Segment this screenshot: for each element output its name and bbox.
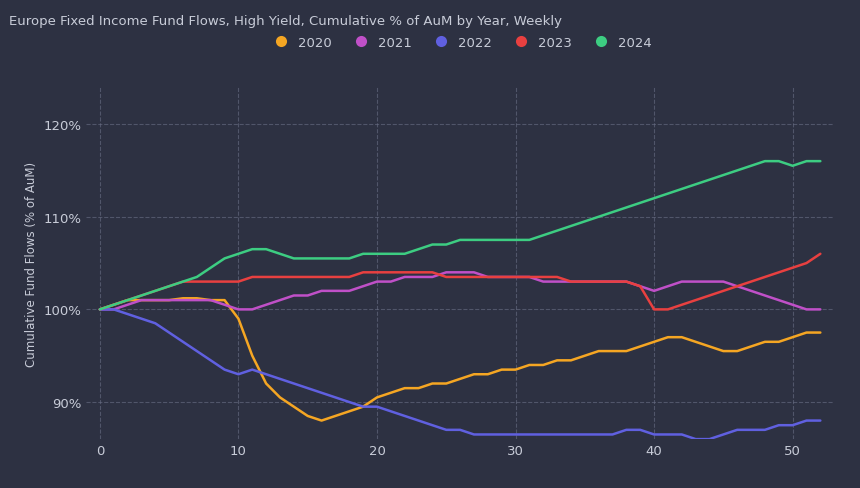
2023 bbox=[649, 307, 660, 313]
2022 bbox=[552, 432, 562, 438]
2023 bbox=[525, 274, 535, 280]
Legend: 2020, 2021, 2022, 2023, 2024: 2020, 2021, 2022, 2023, 2024 bbox=[262, 31, 658, 55]
2020 bbox=[677, 335, 687, 341]
2023 bbox=[289, 274, 299, 280]
2022 bbox=[289, 381, 299, 386]
2022 bbox=[649, 432, 660, 438]
2021 bbox=[95, 307, 105, 313]
2022 bbox=[510, 432, 520, 438]
2020 bbox=[593, 348, 604, 354]
Text: Europe Fixed Income Fund Flows, High Yield, Cumulative % of AuM by Year, Weekly: Europe Fixed Income Fund Flows, High Yie… bbox=[9, 15, 562, 28]
Line: 2024: 2024 bbox=[100, 162, 820, 310]
2024 bbox=[759, 159, 770, 165]
2021 bbox=[525, 274, 535, 280]
2024 bbox=[649, 196, 660, 202]
Line: 2020: 2020 bbox=[100, 299, 820, 421]
2022 bbox=[691, 436, 701, 442]
2023 bbox=[732, 284, 742, 289]
2024 bbox=[95, 307, 105, 313]
2024 bbox=[732, 168, 742, 174]
Line: 2022: 2022 bbox=[100, 310, 820, 439]
2020 bbox=[95, 307, 105, 313]
2024 bbox=[552, 228, 562, 234]
2020 bbox=[552, 358, 562, 364]
Line: 2021: 2021 bbox=[100, 273, 820, 310]
2021 bbox=[746, 288, 756, 294]
2022 bbox=[95, 307, 105, 313]
2021 bbox=[663, 284, 673, 289]
2020 bbox=[316, 418, 327, 424]
2020 bbox=[538, 362, 549, 368]
2020 bbox=[815, 330, 826, 336]
2021 bbox=[566, 279, 576, 285]
2023 bbox=[552, 274, 562, 280]
2021 bbox=[289, 293, 299, 299]
2023 bbox=[510, 274, 520, 280]
Y-axis label: Cumulative Fund Flows (% of AuM): Cumulative Fund Flows (% of AuM) bbox=[25, 161, 38, 366]
2022 bbox=[525, 432, 535, 438]
Line: 2023: 2023 bbox=[100, 254, 820, 310]
2022 bbox=[815, 418, 826, 424]
2024 bbox=[289, 256, 299, 262]
2020 bbox=[303, 413, 313, 419]
2022 bbox=[746, 427, 756, 433]
2024 bbox=[525, 238, 535, 244]
2023 bbox=[815, 251, 826, 257]
2021 bbox=[538, 279, 549, 285]
2020 bbox=[580, 353, 590, 359]
2024 bbox=[815, 159, 826, 165]
2024 bbox=[510, 238, 520, 244]
2021 bbox=[441, 270, 452, 276]
2021 bbox=[815, 307, 826, 313]
2023 bbox=[95, 307, 105, 313]
2020 bbox=[178, 296, 188, 302]
